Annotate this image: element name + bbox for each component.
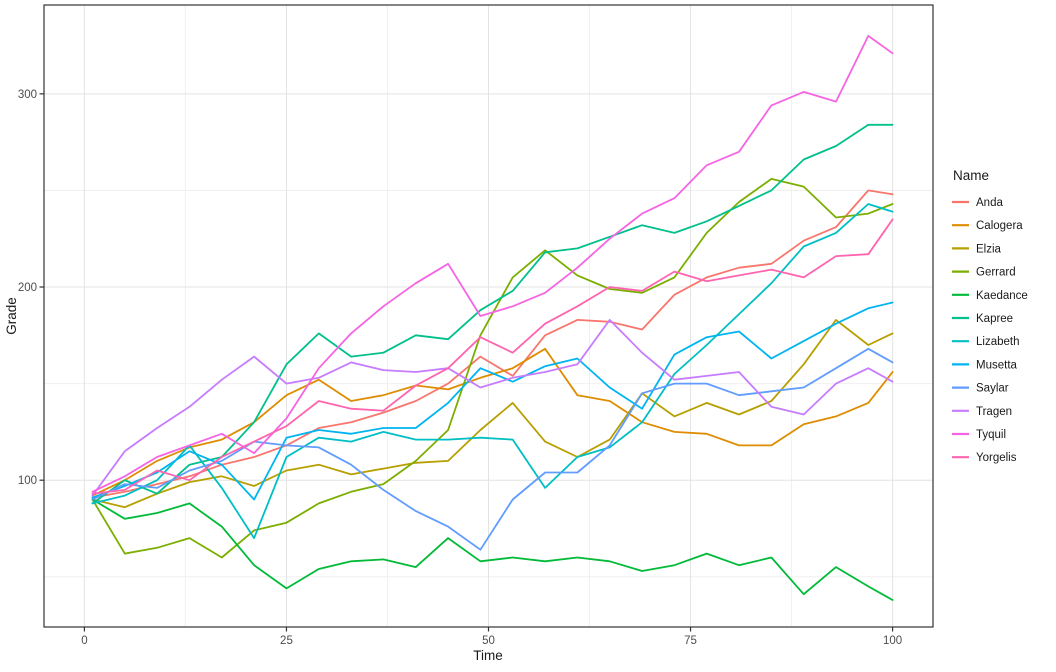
legend-item-kapree: Kapree bbox=[952, 313, 1013, 325]
legend-item-yorgelis: Yorgelis bbox=[952, 452, 1017, 464]
legend-item-musetta: Musetta bbox=[952, 359, 1018, 371]
series-line-tragen bbox=[91, 318, 894, 497]
legend-item-saylar: Saylar bbox=[952, 383, 1009, 395]
legend-label: Tyquil bbox=[976, 429, 1006, 441]
series-lines bbox=[91, 35, 894, 601]
legend-label: Anda bbox=[976, 197, 1003, 209]
legend-item-kaedance: Kaedance bbox=[952, 290, 1028, 302]
axis-ticks: 0 25 50 75 100 100 200 300 bbox=[18, 89, 902, 647]
series-line-saylar bbox=[91, 347, 894, 551]
series-line-lizabeth bbox=[91, 203, 894, 539]
legend-item-tragen: Tragen bbox=[952, 406, 1012, 418]
series-line-anda bbox=[91, 189, 894, 499]
y-axis-title: Grade bbox=[4, 297, 19, 335]
series-line-kapree bbox=[91, 123, 894, 505]
series-line-calogera bbox=[91, 347, 894, 497]
legend-label: Calogera bbox=[976, 220, 1023, 232]
series-line-yorgelis bbox=[91, 218, 894, 495]
legend-label: Kaedance bbox=[976, 290, 1028, 302]
legend-item-lizabeth: Lizabeth bbox=[952, 336, 1019, 348]
legend-label: Gerrard bbox=[976, 267, 1016, 279]
series-line-elzia bbox=[91, 318, 894, 509]
gridlines bbox=[44, 5, 933, 627]
legend: Name Anda Calogera Elzia Gerrard Kaedance Kap… bbox=[952, 168, 1028, 464]
series-line-gerrard bbox=[91, 177, 894, 559]
x-tick-label: 50 bbox=[482, 635, 495, 647]
x-tick-label: 0 bbox=[81, 635, 87, 647]
legend-item-anda: Anda bbox=[952, 197, 1003, 209]
x-tick-label: 100 bbox=[883, 635, 902, 647]
legend-item-elzia: Elzia bbox=[952, 243, 1002, 255]
x-axis-title: Time bbox=[473, 648, 503, 663]
y-tick-label: 300 bbox=[18, 89, 37, 101]
legend-label: Musetta bbox=[976, 359, 1018, 371]
legend-label: Elzia bbox=[976, 243, 1002, 255]
legend-item-gerrard: Gerrard bbox=[952, 267, 1016, 279]
x-tick-label: 25 bbox=[280, 635, 293, 647]
legend-label: Lizabeth bbox=[976, 336, 1019, 348]
legend-label: Kapree bbox=[976, 313, 1013, 325]
series-line-musetta bbox=[91, 301, 894, 501]
legend-label: Yorgelis bbox=[976, 452, 1017, 464]
series-line-kaedance bbox=[91, 498, 894, 601]
legend-item-tyquil: Tyquil bbox=[952, 429, 1006, 441]
y-tick-label: 200 bbox=[18, 282, 37, 294]
legend-items: Anda Calogera Elzia Gerrard Kaedance Kapree Li… bbox=[952, 197, 1028, 464]
x-tick-label: 75 bbox=[684, 635, 697, 647]
legend-title: Name bbox=[953, 168, 989, 183]
legend-item-calogera: Calogera bbox=[952, 220, 1023, 232]
series-line-tyquil bbox=[91, 35, 894, 493]
legend-label: Saylar bbox=[976, 383, 1009, 395]
legend-label: Tragen bbox=[976, 406, 1012, 418]
y-tick-label: 100 bbox=[18, 475, 37, 487]
